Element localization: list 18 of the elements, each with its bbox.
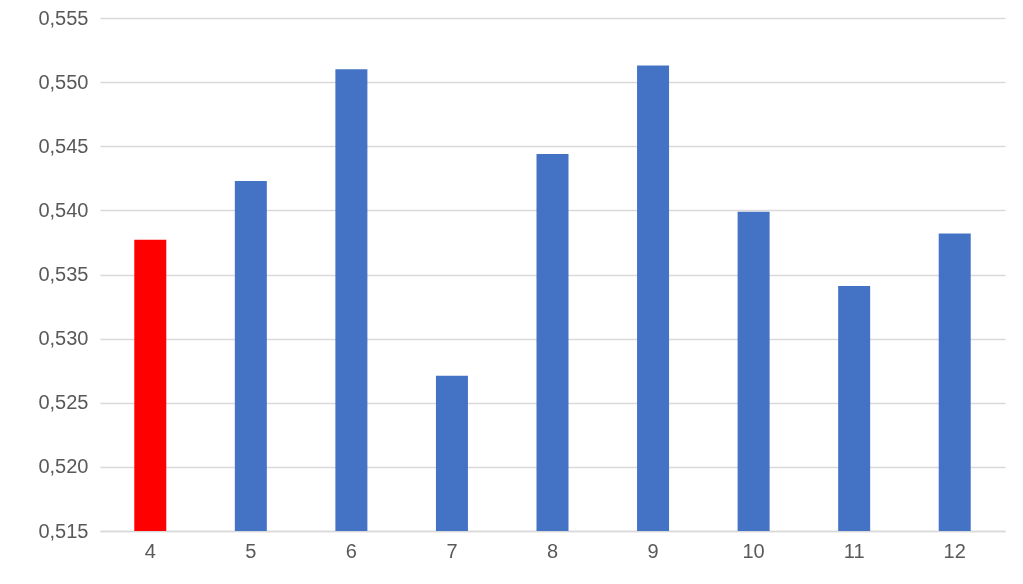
x-tick-label: 4 — [144, 539, 156, 562]
y-tick-label: 0,525 — [38, 391, 89, 414]
x-tick-label: 6 — [345, 539, 357, 562]
y-tick-label: 0,540 — [38, 198, 89, 221]
x-tick-label: 7 — [446, 539, 458, 562]
y-tick-label: 0,515 — [38, 519, 89, 542]
x-tick-label: 10 — [742, 539, 765, 562]
y-tick-label: 0,550 — [38, 70, 89, 93]
y-tick-label: 0,545 — [38, 134, 89, 157]
x-tick-label: 12 — [943, 539, 966, 562]
x-tick-label: 5 — [245, 539, 257, 562]
y-tick-label: 0,530 — [38, 327, 89, 350]
x-tick-label: 11 — [843, 539, 865, 562]
x-tick-label: 8 — [546, 539, 559, 562]
y-tick-label: 0,555 — [38, 6, 89, 29]
y-tick-label: 0,520 — [38, 455, 89, 478]
x-tick-label: 9 — [647, 539, 659, 562]
y-tick-label: 0,535 — [38, 263, 89, 285]
